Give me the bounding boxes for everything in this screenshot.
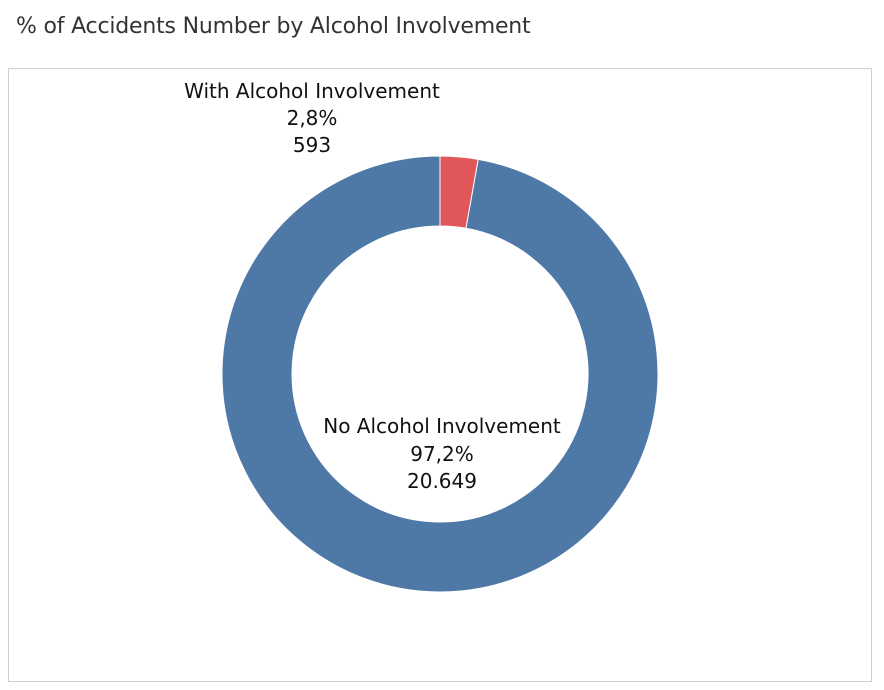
slice-label-with-alcohol-name: With Alcohol Involvement [184,79,440,103]
slice-label-no-alcohol-name: No Alcohol Involvement [323,414,561,438]
chart-title: % of Accidents Number by Alcohol Involve… [16,14,531,39]
donut-slices [221,155,659,593]
slice-label-with-alcohol-percent: 2,8% [287,106,338,130]
slice-label-no-alcohol-value: 20.649 [407,469,477,493]
slice-label-no-alcohol-percent: 97,2% [410,442,474,466]
donut-slice-with-alcohol-involvement[interactable] [439,155,479,229]
slice-label-with-alcohol-value: 593 [293,133,331,157]
donut-slice-no-alcohol-involvement[interactable] [221,155,659,593]
